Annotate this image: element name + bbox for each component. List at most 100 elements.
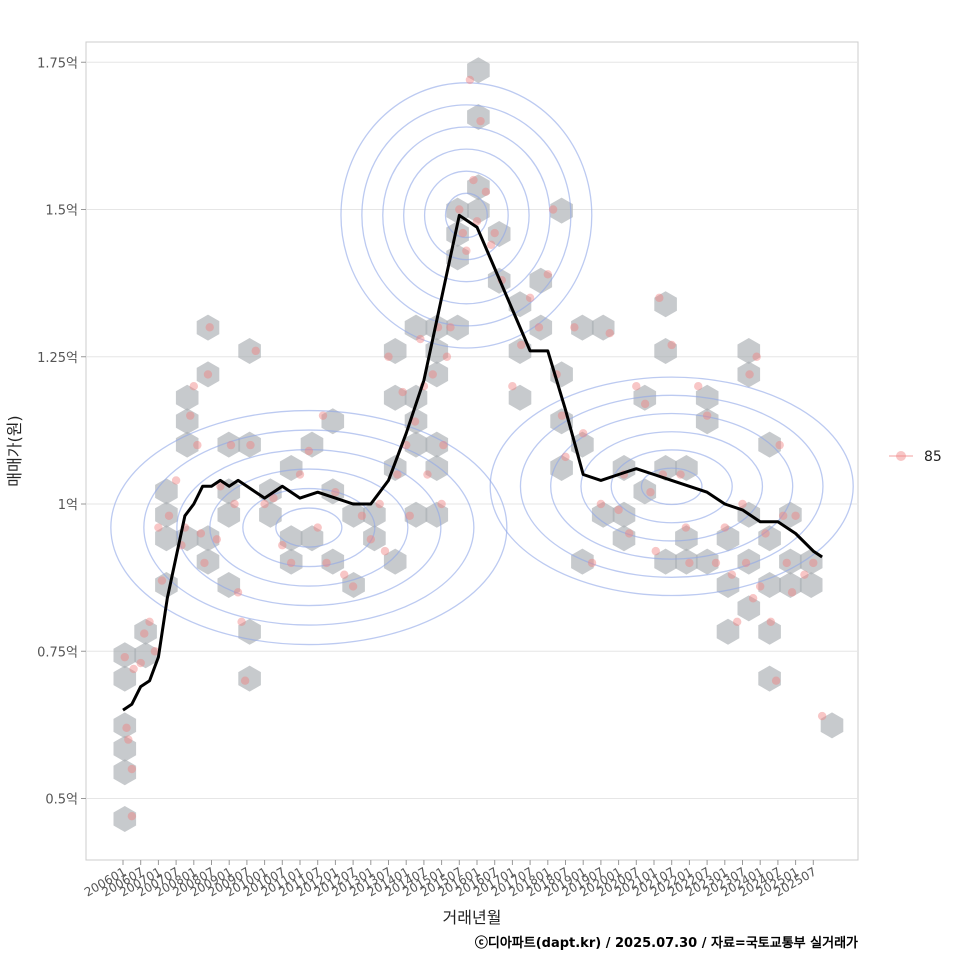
hexbin-cell <box>550 455 573 481</box>
hexbin-cell <box>196 314 220 341</box>
transaction-point <box>442 352 452 361</box>
legend: 85 <box>889 449 942 465</box>
hexbin-cell <box>654 548 677 575</box>
hexbin-cell <box>446 314 469 341</box>
hexbin-cell <box>155 501 178 528</box>
transaction-point <box>557 411 567 420</box>
transaction-point <box>534 323 544 332</box>
transaction-point <box>278 541 287 550</box>
transaction-point <box>295 470 305 479</box>
hexbin-cell <box>508 384 532 411</box>
hexbin-cell <box>487 221 511 247</box>
hexbin-cell <box>737 361 761 388</box>
transaction-point <box>233 588 243 597</box>
hexbin-cell <box>196 361 220 388</box>
source-caption: ⓒ디아파트(dapt.kr) / 2025.07.30 / 자료=국토교통부 실… <box>475 935 858 951</box>
transaction-point <box>120 652 129 662</box>
hexbin-cell <box>737 338 761 364</box>
transaction-point <box>775 440 784 450</box>
density-contour <box>242 487 376 568</box>
transaction-point <box>129 664 138 674</box>
density-contour <box>444 192 488 239</box>
transaction-point <box>702 411 712 420</box>
transaction-point <box>140 629 149 638</box>
transaction-point <box>727 570 737 579</box>
transaction-point <box>212 535 222 544</box>
transaction-point <box>625 529 634 538</box>
transaction-point <box>124 735 133 744</box>
transaction-point <box>157 576 167 585</box>
transaction-point <box>720 523 729 532</box>
hexbin-cell <box>134 618 157 645</box>
transaction-point <box>145 617 154 626</box>
hexbin-cell <box>155 525 178 552</box>
hexbin-cell <box>425 314 449 341</box>
density-contour <box>640 467 703 506</box>
transaction-point <box>694 382 703 391</box>
y-tick-label: 1.5억 <box>45 204 78 219</box>
transaction-point <box>711 558 721 568</box>
transaction-point <box>685 558 694 568</box>
hexbin-cell <box>425 361 449 388</box>
transaction-point <box>465 75 475 85</box>
transaction-point <box>318 411 328 420</box>
hexbin-cell <box>820 712 844 739</box>
hexbin-cell <box>217 431 241 458</box>
transaction-point <box>393 470 402 479</box>
hexbin-cell <box>737 595 761 622</box>
hexbin-cell <box>758 572 781 598</box>
hexbin-cell <box>779 572 802 598</box>
density-contour <box>550 412 794 560</box>
plot-panel <box>85 41 859 861</box>
y-tick-label: 1.25억 <box>37 351 78 366</box>
hexbin-cell <box>175 384 199 411</box>
hexbin-cell <box>113 735 137 762</box>
transaction-point <box>779 511 788 520</box>
hexbin-cell <box>508 338 532 364</box>
hexbin-cell <box>633 478 657 505</box>
density-contour <box>176 448 442 607</box>
density-contour <box>403 148 530 283</box>
transaction-point <box>150 647 160 656</box>
hexbin-cell <box>300 431 324 458</box>
hexbin-cell <box>259 501 282 528</box>
transaction-point <box>189 382 198 391</box>
hexbin-cell <box>321 408 345 435</box>
transaction-point <box>745 370 754 379</box>
hexbin-cell <box>196 548 220 575</box>
transaction-point <box>437 499 446 509</box>
transaction-point <box>122 723 131 733</box>
transaction-point <box>651 546 660 556</box>
transaction-point <box>605 328 614 338</box>
hexbin-cell <box>425 431 449 458</box>
transaction-point <box>405 511 414 520</box>
transaction-point <box>240 676 250 685</box>
density-contours <box>110 82 854 646</box>
transaction-point <box>748 594 758 603</box>
transaction-point <box>384 352 393 361</box>
hexbin-cell <box>633 384 657 411</box>
hexbin-cell <box>134 642 157 669</box>
hexbin-cell <box>113 642 137 669</box>
hexbin-cell <box>238 338 261 364</box>
transaction-point <box>322 558 331 568</box>
hexbin-cell <box>737 548 761 575</box>
transaction-point <box>398 387 407 397</box>
hexbin-cell <box>654 338 677 364</box>
x-axis-ticks: 2006012006072007012007072008012008072009… <box>82 860 819 900</box>
hexbin-cell <box>467 104 490 130</box>
transaction-point <box>800 570 809 579</box>
transaction-point <box>761 529 770 538</box>
hexbin-cell <box>612 525 636 552</box>
transaction-point <box>462 246 471 255</box>
hexbin-cell <box>758 618 781 645</box>
hexbin-cell <box>675 525 698 552</box>
transaction-point <box>476 116 485 126</box>
hexbin-cell <box>342 501 365 528</box>
hexbin-cell <box>175 408 199 435</box>
hexbin-cell <box>404 501 428 528</box>
transaction-point <box>193 440 202 450</box>
hexbin-cell <box>591 501 615 528</box>
density-contour <box>519 394 824 578</box>
hexbin-cell <box>654 291 677 318</box>
